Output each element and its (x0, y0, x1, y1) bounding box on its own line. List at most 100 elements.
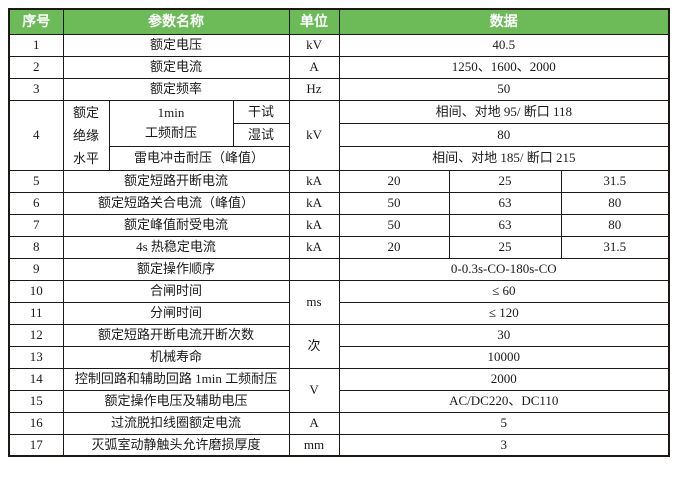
param-name-cell: 额定频率 (62, 77, 290, 101)
unit-cell: mm (288, 433, 340, 457)
unit-cell: ms (288, 279, 340, 325)
data-cell: 5 (338, 411, 670, 435)
insulation-group-line: 水平 (72, 150, 99, 166)
table-row: 16 过流脱扣线圈额定电流 A 5 (8, 411, 670, 435)
unit-cell: kA (288, 169, 340, 193)
row-number-cell: 4 (8, 99, 64, 171)
unit-cell: kV (288, 99, 340, 171)
param-name-cell: 额定操作顺序 (62, 257, 290, 281)
table-row: 10 合闸时间 ms ≤ 60 (8, 279, 670, 325)
table-row: 1 额定电压 kV 40.5 (8, 33, 670, 57)
param-name-cell: 额定短路开断电流开断次数 (62, 323, 290, 347)
data-cell: 20 (338, 235, 450, 259)
data-cell: 2000 (338, 367, 670, 391)
row-number-cell: 17 (8, 433, 64, 457)
param-name-cell: 控制回路和辅助回路 1min 工频耐压 (62, 367, 290, 391)
data-cell: 30 (338, 323, 670, 347)
data-cell: 63 (448, 213, 562, 237)
row-number-cell: 11 (8, 301, 64, 325)
table-row: 9 额定操作顺序 0-0.3s-CO-180s-CO (8, 257, 670, 281)
power-frequency-line: 1min (157, 105, 185, 121)
data-cell: 20 (338, 169, 450, 193)
unit-cell: kA (288, 191, 340, 215)
insulation-group-line: 额定 (72, 104, 99, 120)
unit-cell: A (288, 411, 340, 435)
data-cell: 31.5 (560, 169, 670, 193)
row-number-cell: 8 (8, 235, 64, 259)
row-number-cell: 9 (8, 257, 64, 281)
unit-cell: kA (288, 235, 340, 259)
data-cell: 80 (338, 122, 670, 148)
data-cell: ≤ 60 (338, 279, 670, 303)
row-number-cell: 1 (8, 33, 64, 57)
data-cell: 50 (338, 213, 450, 237)
data-cell: AC/DC220、DC110 (338, 389, 670, 413)
row-number-cell: 16 (8, 411, 64, 435)
table-row: 5 额定短路开断电流 kA 20 25 31.5 (8, 169, 670, 193)
dry-test-label-cell: 干试 (232, 99, 290, 124)
table-row: 14 控制回路和辅助回路 1min 工频耐压 V 2000 (8, 367, 670, 413)
unit-cell: V (288, 367, 340, 413)
unit-cell (288, 257, 340, 281)
table-row: 8 4s 热稳定电流 kA 20 25 31.5 (8, 235, 670, 259)
param-name-cell: 额定短路开断电流 (62, 169, 290, 193)
row-number-cell: 14 (8, 367, 64, 391)
header-col-unit: 单位 (288, 8, 340, 35)
table-row: 2 额定电流 A 1250、1600、2000 (8, 55, 670, 79)
table-row: 13 机械寿命 10000 (8, 345, 670, 369)
table-row: 12 额定短路开断电流开断次数 次 30 (8, 323, 670, 369)
table-row-insulation-impulse: 雷电冲击耐压（峰值） 相间、对地 185/ 断口 215 (9, 146, 670, 171)
header-col-no: 序号 (8, 8, 64, 35)
header-col-data: 数据 (338, 8, 670, 35)
data-cell: 0-0.3s-CO-180s-CO (338, 257, 670, 281)
row-number-cell: 7 (8, 213, 64, 237)
table-row-insulation-wet: 湿试 80 (9, 122, 670, 148)
data-cell: 80 (560, 191, 670, 215)
unit-cell: Hz (288, 77, 340, 101)
table-row: 6 额定短路关合电流（峰值） kA 50 63 80 (8, 191, 670, 215)
data-cell: 50 (338, 77, 670, 101)
header-row: 序号 参数名称 单位 数据 (8, 8, 670, 35)
row-number-cell: 2 (8, 55, 64, 79)
row-number-cell: 15 (8, 389, 64, 413)
power-frequency-withstand-cell: 1min 工频耐压 (108, 99, 234, 148)
param-name-cell: 机械寿命 (62, 345, 290, 369)
table-row: 3 额定频率 Hz 50 (8, 77, 670, 101)
data-cell: 40.5 (338, 33, 670, 57)
data-cell: 相间、对地 95/ 断口 118 (338, 99, 670, 124)
row-number-cell: 13 (8, 345, 64, 369)
unit-cell: kV (288, 33, 340, 57)
header-col-param: 参数名称 (62, 8, 290, 35)
data-cell: 1250、1600、2000 (338, 55, 670, 79)
row-number-cell: 10 (8, 279, 64, 303)
data-cell: 63 (448, 191, 562, 215)
unit-cell: 次 (288, 323, 340, 369)
row-number-cell: 12 (8, 323, 64, 347)
row-number-cell: 5 (8, 169, 64, 193)
data-cell: 80 (560, 213, 670, 237)
unit-cell: A (288, 55, 340, 79)
data-cell: 50 (338, 191, 450, 215)
insulation-group-line: 绝缘 (72, 127, 99, 143)
row-number-cell: 6 (8, 191, 64, 215)
param-name-cell: 4s 热稳定电流 (62, 235, 290, 259)
data-cell: 相间、对地 185/ 断口 215 (338, 146, 670, 171)
spec-table: 序号 参数名称 单位 数据 1 额定电压 kV 40.5 2 额定电流 A 12… (8, 8, 671, 457)
param-name-cell: 分闸时间 (62, 301, 290, 325)
data-cell: 10000 (338, 345, 670, 369)
table-row-insulation-dry: 4 额定 绝缘 水平 1min 工频耐压 干试 kV 相间、对地 95/ 断口 … (8, 99, 670, 171)
row-number-cell: 3 (8, 77, 64, 101)
data-cell: 25 (448, 235, 562, 259)
table-row: 7 额定峰值耐受电流 kA 50 63 80 (8, 213, 670, 237)
data-cell: 25 (448, 169, 562, 193)
param-name-cell: 过流脱扣线圈额定电流 (62, 411, 290, 435)
wet-test-label-cell: 湿试 (232, 122, 290, 148)
lightning-impulse-label-cell: 雷电冲击耐压（峰值） (108, 146, 290, 171)
data-cell: 31.5 (560, 235, 670, 259)
unit-cell: kA (288, 213, 340, 237)
data-cell: 3 (338, 433, 670, 457)
param-name-cell: 额定短路关合电流（峰值） (62, 191, 290, 215)
param-name-cell: 额定峰值耐受电流 (62, 213, 290, 237)
param-name-cell: 额定电流 (62, 55, 290, 79)
